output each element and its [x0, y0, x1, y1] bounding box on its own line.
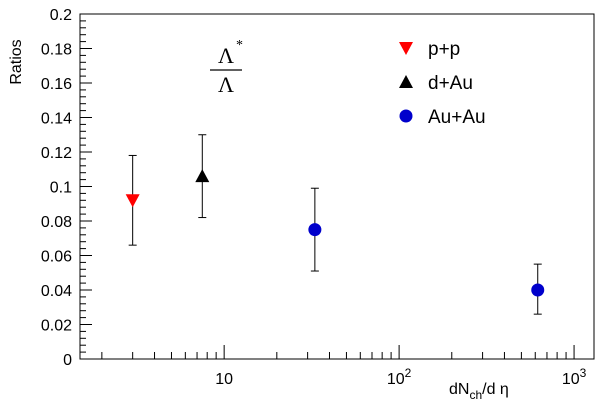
ratio-annotation: Λ * Λ [210, 38, 243, 97]
data-point [125, 194, 140, 208]
x-axis-title: dNch/d η [449, 381, 509, 402]
x-tick-label: 103 [562, 366, 587, 388]
data-points [125, 134, 545, 315]
x-axis: 10 102 103 [101, 345, 587, 388]
x-tick-label: 10 [215, 371, 233, 388]
plot-frame [79, 13, 595, 360]
y-tick-label: 0.12 [41, 145, 72, 162]
plot-border [79, 13, 595, 360]
x-axis-title-sub: ch [469, 388, 482, 402]
annotation-denominator: Λ [218, 72, 234, 97]
legend-label: Au+Au [428, 107, 486, 128]
y-tick-label: 0.06 [41, 249, 72, 266]
data-point [195, 169, 210, 183]
data-point [308, 223, 322, 237]
y-tick-label: 0.08 [41, 214, 72, 231]
legend-marker [399, 75, 413, 88]
y-tick-label: 0.16 [41, 76, 72, 93]
annotation-numerator: Λ [218, 43, 234, 68]
y-tick-label: 0.2 [50, 7, 72, 24]
x-axis-title-main: dN [449, 381, 469, 398]
annotation-numerator-sup: * [236, 38, 243, 53]
y-tick-label: 0.14 [41, 111, 72, 128]
legend-label: p+p [428, 39, 460, 60]
y-tick-label: 0.1 [50, 180, 72, 197]
legend-marker [399, 109, 413, 123]
legend-marker [399, 42, 413, 55]
y-tick-label: 0.04 [41, 283, 72, 300]
y-tick-label: 0.18 [41, 42, 72, 59]
y-axis: 0 0.02 0.04 0.06 0.08 0.1 0.12 0.14 0.16 0.18 0.2 [41, 7, 92, 369]
x-axis-title-tail: /d η [482, 381, 509, 398]
x-tick-label: 102 [387, 366, 412, 388]
y-tick-label: 0.02 [41, 318, 72, 335]
y-axis-title: Ratios [8, 39, 25, 84]
y-tick-label: 0 [63, 352, 72, 369]
data-point [531, 283, 545, 297]
legend: p+p d+Au Au+Au [399, 39, 486, 128]
legend-label: d+Au [428, 73, 473, 94]
